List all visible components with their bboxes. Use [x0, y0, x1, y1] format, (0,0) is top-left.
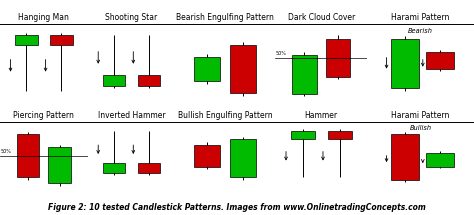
- Text: Figure 2: 10 tested Candlestick Patterns. Images from www.OnlinetradingConcepts.: Figure 2: 10 tested Candlestick Patterns…: [48, 203, 426, 212]
- Text: Hanging Man: Hanging Man: [18, 13, 69, 22]
- Bar: [391, 134, 419, 180]
- Text: Dark Cloud Cover: Dark Cloud Cover: [288, 13, 355, 22]
- Text: Hammer: Hammer: [305, 111, 337, 120]
- Bar: [292, 55, 317, 94]
- Bar: [230, 45, 256, 93]
- Text: Piercing Pattern: Piercing Pattern: [13, 111, 74, 120]
- Bar: [194, 145, 220, 167]
- Text: Harami Pattern: Harami Pattern: [392, 111, 450, 120]
- Bar: [326, 39, 350, 77]
- Text: Bullish Engulfing Pattern: Bullish Engulfing Pattern: [178, 111, 273, 120]
- Bar: [137, 163, 161, 173]
- Text: Bearish: Bearish: [408, 28, 433, 34]
- Bar: [102, 75, 126, 86]
- Text: Bullish: Bullish: [410, 125, 432, 131]
- Bar: [291, 131, 315, 139]
- Bar: [17, 134, 39, 177]
- Text: 50%: 50%: [276, 51, 287, 56]
- Bar: [48, 147, 71, 183]
- Text: Inverted Hammer: Inverted Hammer: [98, 111, 165, 120]
- Bar: [426, 52, 454, 69]
- Text: Harami Pattern: Harami Pattern: [392, 13, 450, 22]
- Bar: [426, 153, 454, 167]
- Bar: [194, 57, 220, 81]
- Text: Bearish Engulfing Pattern: Bearish Engulfing Pattern: [176, 13, 274, 22]
- Bar: [230, 139, 256, 177]
- Bar: [50, 35, 73, 45]
- Text: Shooting Star: Shooting Star: [105, 13, 158, 22]
- Text: 50%: 50%: [1, 149, 12, 154]
- Bar: [137, 75, 161, 86]
- Bar: [328, 131, 352, 139]
- Bar: [15, 35, 38, 45]
- Bar: [391, 39, 419, 88]
- Bar: [102, 163, 126, 173]
